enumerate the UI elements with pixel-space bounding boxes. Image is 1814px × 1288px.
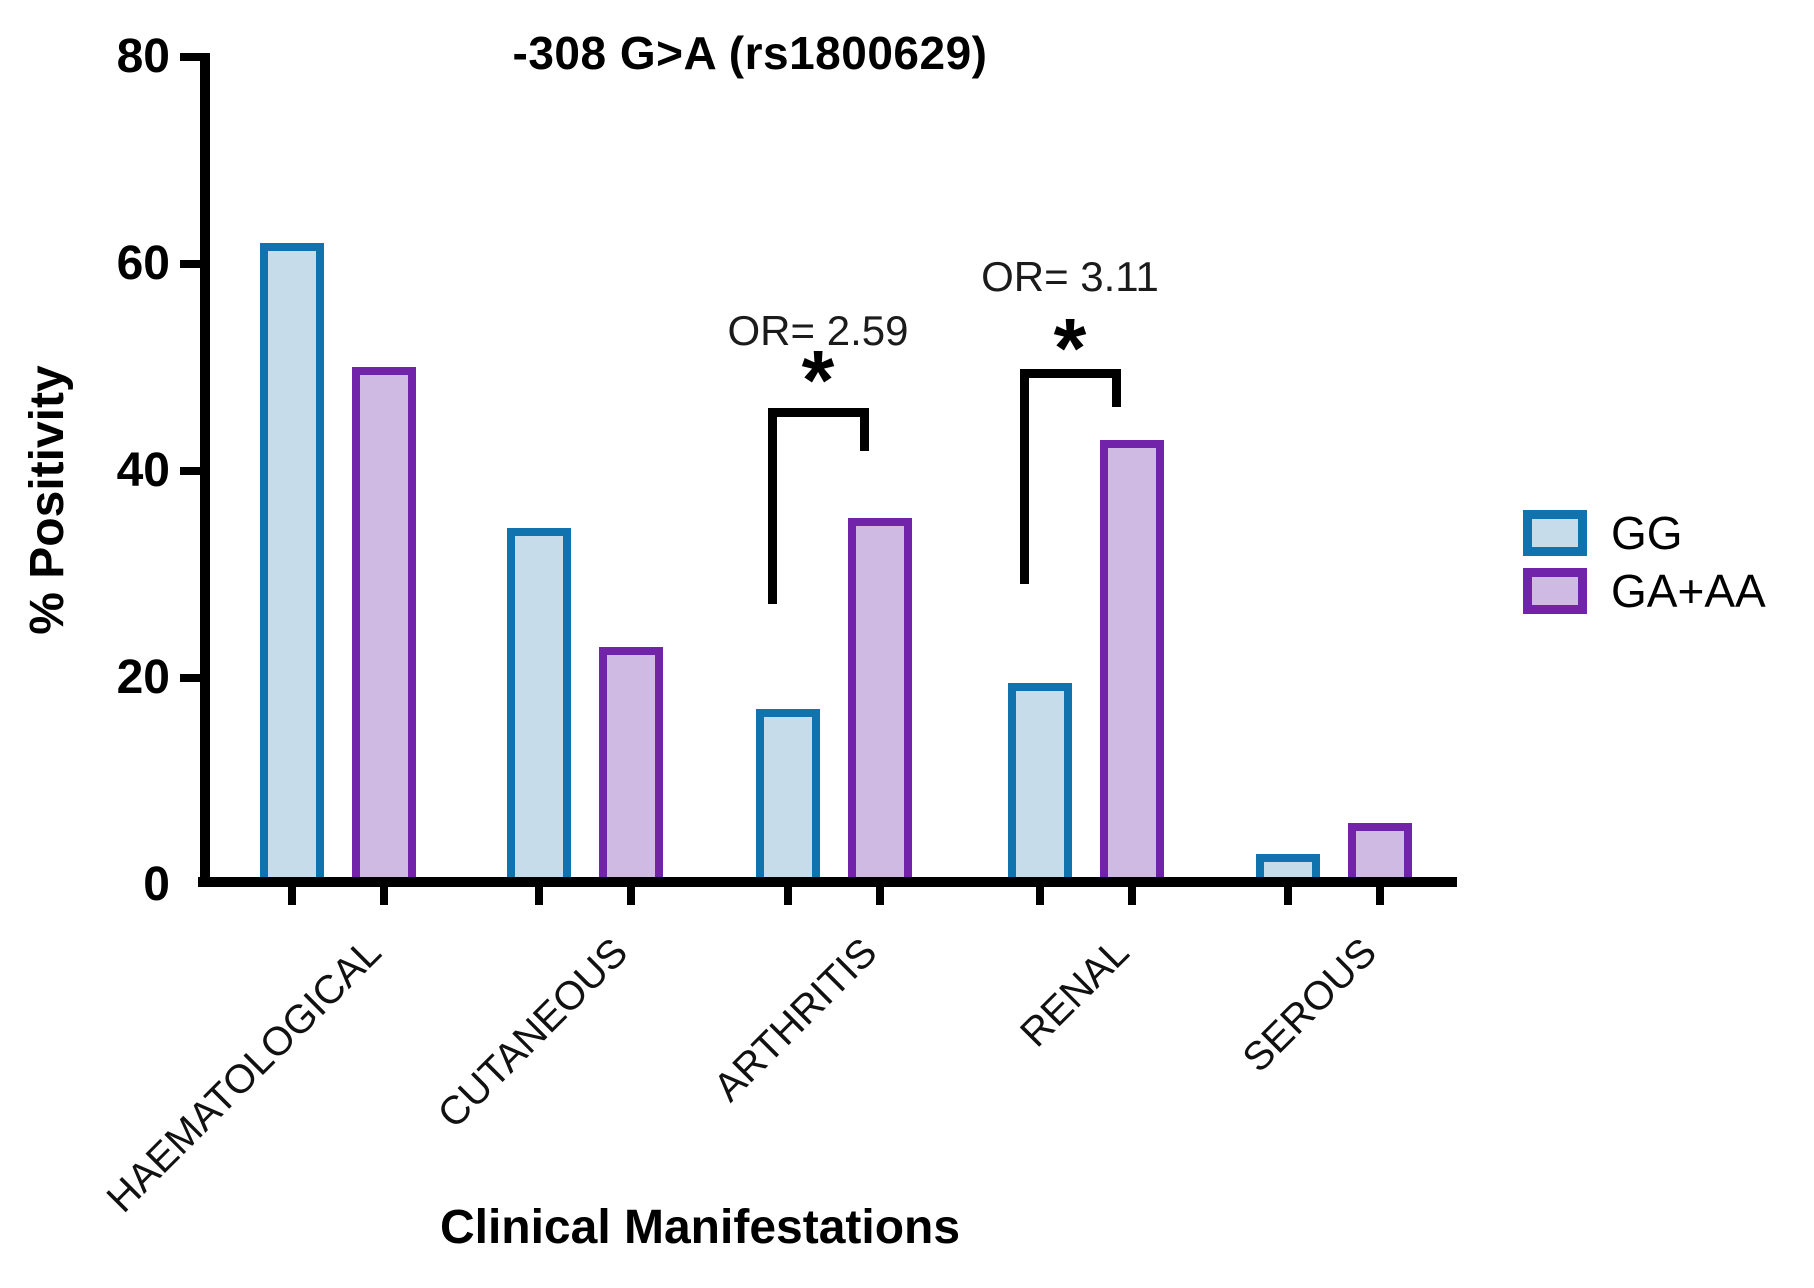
x-tick-cutaneous-gg [535,887,543,905]
or-value-arthritis: OR= 2.59 [727,307,909,355]
y-tick-20 [180,674,200,682]
category-label-serous: SEROUS [1234,930,1386,1081]
x-tick-haematological-ga-aa [380,887,388,905]
significance-bracket-renal [1020,368,1120,378]
y-tick-80 [180,53,200,61]
significance-bracket-right-leg-renal [1112,368,1121,407]
legend-label-ga-aa: GA+AA [1611,565,1766,617]
y-tick-40 [180,467,200,475]
category-label-haematological: HAEMATOLOGICAL [98,930,390,1221]
x-tick-serous-ga-aa [1376,887,1384,905]
significance-bracket-arthritis [768,408,868,417]
x-tick-haematological-gg [288,887,296,905]
y-tick-label-60: 60 [116,237,170,290]
category-label-renal: RENAL [1011,930,1138,1056]
y-tick-label-80: 80 [116,30,170,83]
legend-swatch-ga-aa [1523,568,1587,614]
y-axis [200,53,210,887]
x-tick-cutaneous-ga-aa [627,887,635,905]
x-tick-serous-gg [1284,887,1292,905]
x-tick-arthritis-ga-aa [876,887,884,905]
y-tick-60 [180,260,200,268]
x-tick-renal-gg [1036,887,1044,905]
y-tick-label-0: 0 [143,858,170,911]
bar-gg-arthritis [756,709,820,885]
category-label-cutaneous: CUTANEOUS [429,930,637,1137]
legend-item-ga-aa: GA+AA [1523,568,1766,614]
x-tick-renal-ga-aa [1128,887,1136,905]
x-tick-arthritis-gg [784,887,792,905]
bar-ga-aa-haematological [352,367,416,885]
bar-ga-aa-renal [1100,440,1164,885]
legend-label-gg: GG [1611,507,1683,559]
category-label-arthritis: ARTHRITIS [705,930,886,1110]
y-tick-label-40: 40 [116,444,170,497]
x-axis-label: Clinical Manifestations [439,1201,961,1254]
significance-bracket-left-leg-renal [1020,368,1029,584]
bar-ga-aa-serous [1348,823,1412,885]
chart-title: -308 G>A (rs1800629) [512,27,988,79]
legend: GG GA+AA [1523,510,1766,626]
bar-gg-haematological [260,243,324,885]
significance-star-arthritis: * [801,332,835,427]
bar-ga-aa-arthritis [848,518,912,885]
significance-bracket-right-leg-arthritis [860,408,869,452]
bar-gg-renal [1008,683,1072,885]
bar-gg-cutaneous [507,528,571,885]
significance-bracket-left-leg-arthritis [768,408,777,605]
x-axis [198,877,1457,887]
y-tick-label-20: 20 [116,651,170,704]
significance-star-renal: * [1053,301,1087,396]
legend-item-gg: GG [1523,510,1766,556]
or-value-renal: OR= 3.11 [981,253,1159,301]
legend-swatch-gg [1523,510,1587,556]
bar-ga-aa-cutaneous [599,647,663,885]
